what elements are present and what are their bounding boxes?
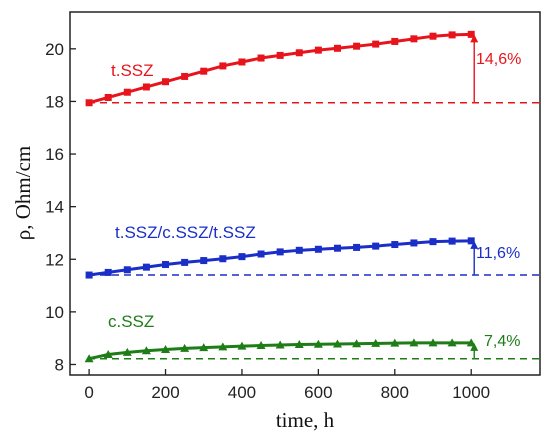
x-tick-label: 600 xyxy=(304,383,332,402)
data-point xyxy=(353,42,361,50)
data-point xyxy=(123,266,131,274)
data-point xyxy=(313,339,323,348)
data-point xyxy=(141,346,151,355)
series-label: t.SSZ xyxy=(111,61,154,80)
series-label: t.SSZ/c.SSZ/t.SSZ xyxy=(115,223,256,242)
data-point xyxy=(448,31,456,39)
x-tick-label: 800 xyxy=(381,383,409,402)
data-point xyxy=(237,341,247,350)
data-point xyxy=(142,263,150,271)
data-point xyxy=(276,248,284,256)
x-tick-label: 0 xyxy=(84,383,93,402)
data-point xyxy=(333,44,341,52)
data-point xyxy=(257,250,265,258)
data-point xyxy=(84,354,94,363)
data-point xyxy=(238,58,246,66)
data-point xyxy=(218,342,228,351)
data-point xyxy=(314,245,322,253)
increase-arrow-head xyxy=(470,342,479,351)
data-point xyxy=(162,78,170,86)
data-point xyxy=(85,271,93,279)
data-point xyxy=(410,35,418,43)
series-layer: t.SSZ 14,6% t.SSZ/c.SSZ/t.SSZ 11,6% c.SSZ 7,4… xyxy=(84,30,540,363)
data-point xyxy=(123,88,131,96)
percent-increase-label: 14,6% xyxy=(476,51,521,68)
data-point xyxy=(353,243,361,251)
data-point xyxy=(199,343,209,352)
y-tick-label: 16 xyxy=(45,145,64,164)
data-point xyxy=(219,62,227,70)
data-point xyxy=(200,67,208,75)
increase-arrow-head xyxy=(470,240,479,249)
y-tick-label: 10 xyxy=(45,303,64,322)
data-point xyxy=(142,83,150,91)
percent-increase-label: 7,4% xyxy=(484,333,520,350)
data-point xyxy=(219,255,227,263)
data-point xyxy=(85,99,93,107)
series-label: c.SSZ xyxy=(108,312,154,331)
data-point xyxy=(429,238,437,246)
data-point xyxy=(238,253,246,261)
data-point xyxy=(371,338,381,347)
data-point xyxy=(181,258,189,266)
data-point xyxy=(161,344,171,353)
data-point xyxy=(122,347,132,356)
x-axis-title: time, h xyxy=(276,408,335,432)
data-point xyxy=(391,241,399,249)
data-point xyxy=(180,343,190,352)
data-point xyxy=(391,37,399,45)
data-point xyxy=(372,242,380,250)
percent-increase-label: 11,6% xyxy=(476,245,520,262)
data-point xyxy=(162,261,170,269)
y-tick-label: 8 xyxy=(55,355,64,374)
series-1: t.SSZ/c.SSZ/t.SSZ 11,6% xyxy=(85,223,540,279)
data-point xyxy=(295,246,303,254)
axis-ticks: 0 200 400 600 800 1000 8 10 12 14 16 18 20 xyxy=(45,40,490,402)
y-tick-label: 20 xyxy=(45,40,64,59)
data-point xyxy=(295,49,303,57)
data-point xyxy=(181,72,189,80)
data-point xyxy=(372,40,380,48)
data-point xyxy=(332,339,342,348)
y-tick-label: 14 xyxy=(45,198,64,217)
data-point xyxy=(333,244,341,252)
data-point xyxy=(390,338,400,347)
data-point xyxy=(257,54,265,62)
series-2: c.SSZ 7,4% xyxy=(84,312,540,363)
data-point xyxy=(467,30,475,38)
y-tick-label: 12 xyxy=(45,250,64,269)
data-point xyxy=(104,268,112,276)
x-tick-label: 1000 xyxy=(452,383,490,402)
data-point xyxy=(103,349,113,358)
data-point xyxy=(447,338,457,347)
y-tick-label: 18 xyxy=(45,92,64,111)
y-axis-title: ρ, Ohm/cm xyxy=(11,146,35,240)
plot-frame xyxy=(69,11,541,376)
x-tick-label: 400 xyxy=(228,383,256,402)
data-point xyxy=(294,339,304,348)
data-point xyxy=(429,32,437,40)
data-point xyxy=(428,338,438,347)
series-0: t.SSZ 14,6% xyxy=(85,30,540,107)
data-point xyxy=(314,46,322,54)
data-point xyxy=(352,339,362,348)
data-point xyxy=(448,237,456,245)
data-point xyxy=(410,239,418,247)
data-point xyxy=(256,341,266,350)
data-point xyxy=(276,51,284,59)
data-point xyxy=(467,237,475,245)
data-point xyxy=(200,257,208,265)
increase-arrow-head xyxy=(470,34,479,43)
data-point xyxy=(409,338,419,347)
data-point xyxy=(104,93,112,101)
data-point xyxy=(275,340,285,349)
x-tick-label: 200 xyxy=(151,383,179,402)
